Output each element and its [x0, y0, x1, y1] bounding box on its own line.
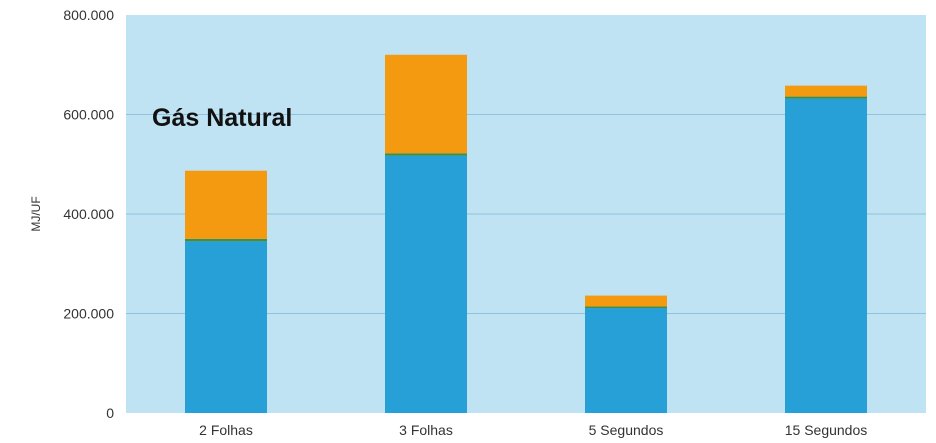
y-tick-label: 0: [106, 405, 114, 421]
y-tick-label: 200.000: [63, 306, 114, 322]
y-tick-label: 600.000: [63, 107, 114, 123]
chart-title: Gás Natural: [152, 104, 292, 132]
bar-segment: [785, 96, 867, 99]
bar-segment: [385, 54, 467, 154]
bar-segment: [185, 170, 267, 239]
x-tick-label: 2 Folhas: [199, 422, 253, 438]
y-tick-label: 400.000: [63, 206, 114, 222]
x-tick-label: 3 Folhas: [399, 422, 453, 438]
bar-segment: [785, 85, 867, 97]
y-tick-label: 800.000: [63, 7, 114, 23]
x-tick-labels: 2 Folhas 3 Folhas 5 Segundos 15 Segundos: [199, 422, 867, 438]
bar-segment: [585, 306, 667, 309]
bar-segment: [585, 308, 667, 413]
bar-segment: [785, 98, 867, 413]
bars: [185, 54, 867, 414]
y-axis-title: MJ/UF: [29, 196, 43, 231]
bar-segment: [185, 238, 267, 242]
y-tick-labels: 0 200.000 400.000 600.000 800.000: [63, 7, 114, 421]
bar-segment: [585, 295, 667, 307]
x-tick-label: 5 Segundos: [589, 422, 664, 438]
x-tick-label: 15 Segundos: [785, 422, 868, 438]
bar-segment: [385, 153, 467, 156]
bar-segment: [385, 155, 467, 414]
bar-segment: [185, 241, 267, 413]
